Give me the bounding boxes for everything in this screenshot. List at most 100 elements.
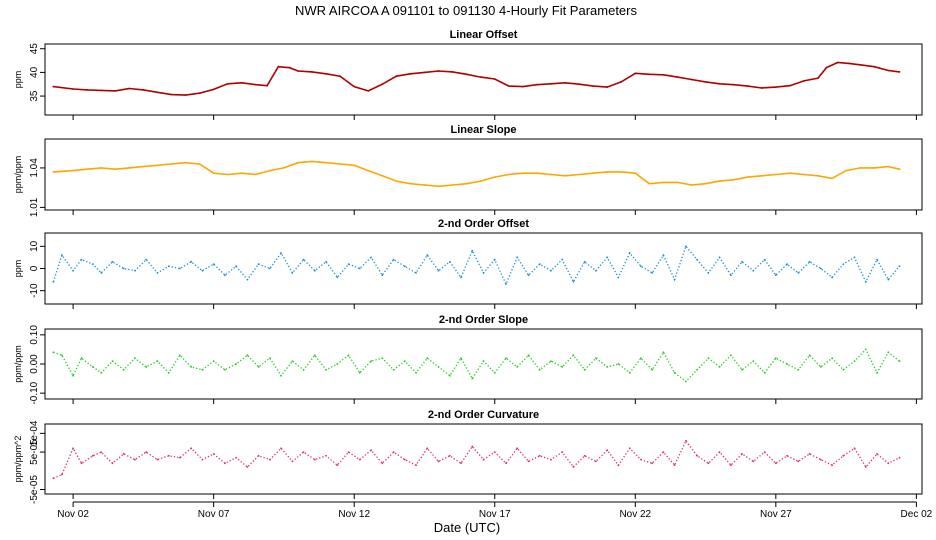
data-point [111,360,114,362]
data-point [246,278,249,281]
data-point [184,161,187,164]
data-point [898,360,901,362]
data-point [381,462,384,465]
data-point [167,371,170,374]
data-point [578,83,580,86]
data-point [718,180,721,183]
data-point [516,447,519,450]
data-point [212,360,215,362]
data-point [280,374,282,377]
data-point [325,161,327,164]
data-point [100,272,103,274]
data-point [696,368,698,371]
data-point [437,269,440,272]
data-point [662,181,665,184]
data-point [651,368,654,371]
data-point [111,260,114,263]
panel-frame [44,43,923,116]
data-point [853,447,856,450]
data-point [114,90,117,92]
data-point [718,366,721,368]
y-tick-label: 35 [29,90,40,102]
data-point [662,451,665,453]
data-point [448,260,451,263]
data-point [561,366,564,368]
data-point [803,80,805,82]
data-point [392,368,395,371]
data-point [522,172,524,175]
data-point [831,464,833,467]
data-point [797,368,800,371]
series-line [53,61,900,96]
y-tick-label: 0 [29,265,40,271]
data-point [718,256,721,259]
data-point [620,81,623,83]
data-point [156,164,159,167]
data-point [212,172,215,175]
data-point [111,462,114,465]
data-point [786,454,788,457]
data-point [887,462,890,465]
data-point [620,171,623,173]
data-point [61,473,63,476]
data-point [690,184,693,186]
data-point [415,464,417,467]
data-point [763,258,766,261]
data-point [634,172,637,175]
data-point [353,164,356,167]
data-point [336,363,339,365]
data-point [819,366,822,368]
data-point [482,458,485,461]
panel-4: 2-nd Order Slope ppm/ppm -0.10 0.00 0.10 [13,314,923,405]
data-point [831,357,833,360]
x-axis-label: Date (UTC) [434,520,500,535]
data-point [516,256,519,259]
data-point [673,464,676,467]
data-point [606,86,609,88]
data-point [640,357,642,360]
data-point [763,371,766,374]
data-point [170,163,173,165]
data-point [167,265,170,268]
data-point [198,92,201,95]
data-point [269,458,271,461]
data-point [460,462,462,465]
data-point [848,62,850,65]
data-point [451,71,454,73]
data-point [409,72,412,75]
data-point [224,462,226,465]
y-tick-label: 40 [29,66,40,78]
data-point [254,173,257,176]
x-tick-label: Nov 17 [479,509,511,520]
data-point [730,464,732,467]
y-tick-label: 0.00 [29,354,40,374]
data-point [347,354,350,357]
data-point [395,180,398,183]
data-point [836,61,839,64]
panel-2: Linear Slope ppm/ppm 1.01 1.04 [13,124,923,217]
data-point [853,360,856,362]
data-point [493,176,496,179]
data-point [707,272,710,274]
data-point [212,263,215,265]
data-point [235,265,238,268]
data-point [128,167,131,169]
data-point [145,451,148,453]
data-point [536,83,538,86]
data-point [91,454,94,457]
data-point [789,84,791,87]
x-axis: Nov 02 Nov 07 Nov 12 Nov 17 Nov 22 Nov 27 Dec … [57,501,933,520]
data-point [482,360,485,362]
y-tick-label: 45 [29,43,40,55]
data-point [662,73,665,76]
data-point [134,269,136,272]
data-point [842,263,845,265]
data-point [313,269,316,272]
data-point [651,462,654,465]
data-point [266,84,268,87]
data-point [628,371,631,374]
data-point [797,460,800,463]
data-point [730,354,732,357]
data-point [564,81,566,84]
data-point [774,173,777,176]
